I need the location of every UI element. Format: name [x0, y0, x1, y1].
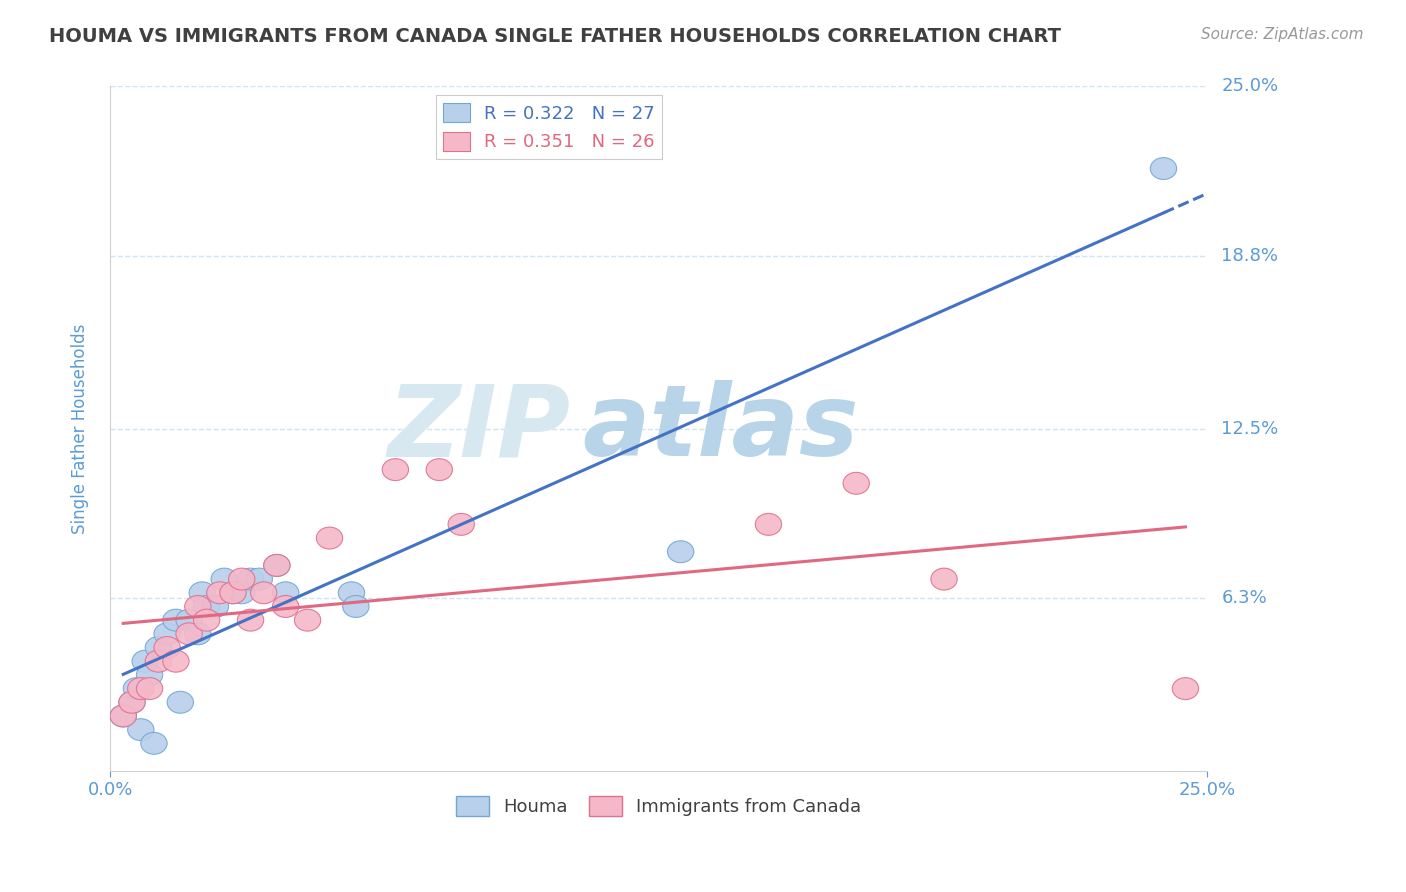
Legend: Houma, Immigrants from Canada: Houma, Immigrants from Canada: [449, 789, 869, 823]
Text: 6.3%: 6.3%: [1222, 590, 1267, 607]
Ellipse shape: [188, 582, 215, 604]
Text: 18.8%: 18.8%: [1222, 247, 1278, 265]
Ellipse shape: [931, 568, 957, 590]
Ellipse shape: [110, 705, 136, 727]
Ellipse shape: [120, 691, 145, 714]
Ellipse shape: [184, 623, 211, 645]
Ellipse shape: [294, 609, 321, 632]
Ellipse shape: [219, 582, 246, 604]
Text: 12.5%: 12.5%: [1222, 419, 1278, 438]
Ellipse shape: [207, 582, 233, 604]
Ellipse shape: [343, 596, 368, 617]
Ellipse shape: [229, 582, 254, 604]
Text: HOUMA VS IMMIGRANTS FROM CANADA SINGLE FATHER HOUSEHOLDS CORRELATION CHART: HOUMA VS IMMIGRANTS FROM CANADA SINGLE F…: [49, 27, 1062, 45]
Ellipse shape: [120, 691, 145, 714]
Ellipse shape: [128, 719, 155, 740]
Ellipse shape: [250, 582, 277, 604]
Ellipse shape: [110, 705, 136, 727]
Ellipse shape: [264, 555, 290, 576]
Ellipse shape: [184, 596, 211, 617]
Ellipse shape: [155, 623, 180, 645]
Ellipse shape: [668, 541, 693, 563]
Ellipse shape: [264, 555, 290, 576]
Y-axis label: Single Father Households: Single Father Households: [72, 324, 89, 533]
Text: 25.0%: 25.0%: [1222, 78, 1278, 95]
Ellipse shape: [145, 650, 172, 673]
Ellipse shape: [136, 664, 163, 686]
Ellipse shape: [167, 691, 194, 714]
Ellipse shape: [229, 568, 254, 590]
Ellipse shape: [219, 582, 246, 604]
Ellipse shape: [176, 623, 202, 645]
Ellipse shape: [155, 637, 180, 658]
Ellipse shape: [316, 527, 343, 549]
Ellipse shape: [238, 568, 264, 590]
Text: Source: ZipAtlas.com: Source: ZipAtlas.com: [1201, 27, 1364, 42]
Ellipse shape: [163, 650, 188, 673]
Ellipse shape: [124, 678, 149, 699]
Ellipse shape: [273, 596, 299, 617]
Ellipse shape: [141, 732, 167, 755]
Ellipse shape: [194, 609, 219, 632]
Ellipse shape: [128, 678, 155, 699]
Ellipse shape: [426, 458, 453, 481]
Ellipse shape: [246, 568, 273, 590]
Ellipse shape: [176, 609, 202, 632]
Ellipse shape: [273, 582, 299, 604]
Ellipse shape: [194, 596, 219, 617]
Ellipse shape: [202, 596, 229, 617]
Ellipse shape: [238, 609, 264, 632]
Ellipse shape: [163, 609, 188, 632]
Ellipse shape: [211, 568, 238, 590]
Ellipse shape: [755, 514, 782, 535]
Ellipse shape: [136, 678, 163, 699]
Text: atlas: atlas: [582, 380, 859, 477]
Ellipse shape: [844, 473, 869, 494]
Ellipse shape: [145, 637, 172, 658]
Ellipse shape: [339, 582, 364, 604]
Ellipse shape: [1150, 158, 1177, 179]
Ellipse shape: [449, 514, 474, 535]
Ellipse shape: [1173, 678, 1198, 699]
Text: ZIP: ZIP: [388, 380, 571, 477]
Ellipse shape: [132, 650, 159, 673]
Ellipse shape: [382, 458, 409, 481]
